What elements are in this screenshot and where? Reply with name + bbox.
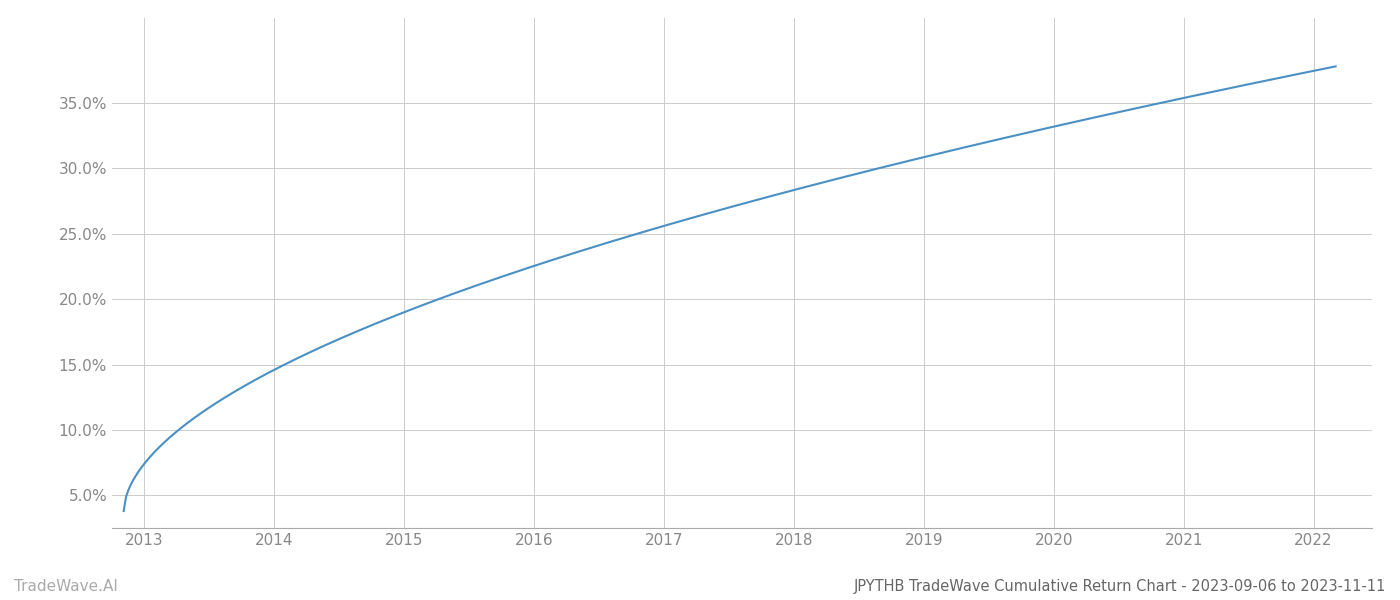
Text: JPYTHB TradeWave Cumulative Return Chart - 2023-09-06 to 2023-11-11: JPYTHB TradeWave Cumulative Return Chart…	[854, 579, 1386, 594]
Text: TradeWave.AI: TradeWave.AI	[14, 579, 118, 594]
